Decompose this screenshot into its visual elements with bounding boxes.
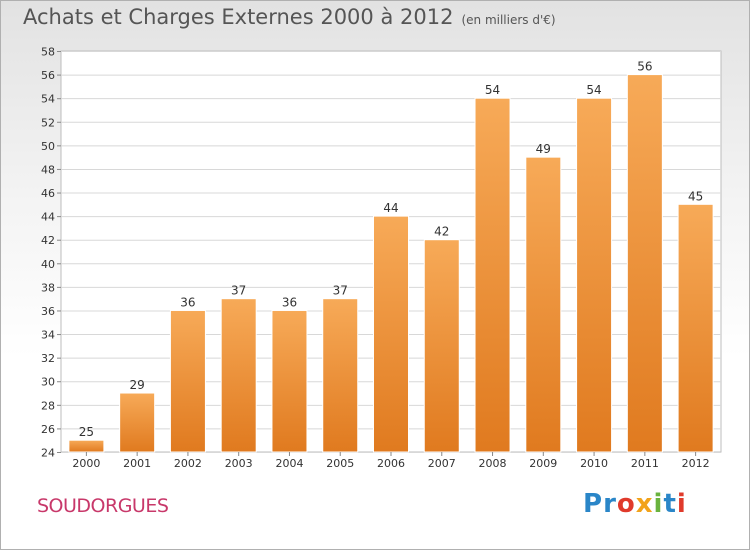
data-label: 36	[282, 295, 297, 309]
x-tick-label: 2001	[123, 457, 151, 470]
logo-letter: i	[653, 489, 664, 519]
data-label: 56	[637, 60, 652, 74]
y-tick-label: 58	[41, 46, 55, 59]
data-label: 36	[180, 295, 195, 309]
y-tick-label: 32	[41, 352, 55, 365]
x-tick-label: 2005	[326, 457, 354, 470]
logo-letter: P	[583, 489, 604, 519]
data-label: 25	[79, 425, 94, 439]
x-tick-label: 2012	[682, 457, 710, 470]
y-tick-label: 48	[41, 163, 55, 176]
y-tick-label: 44	[41, 211, 55, 224]
x-tick-label: 2010	[580, 457, 608, 470]
bar	[68, 439, 105, 453]
bar	[677, 203, 714, 453]
chart-subtitle: (en milliers d'€)	[461, 13, 556, 27]
x-tick-label: 2011	[631, 457, 659, 470]
x-tick-label: 2006	[377, 457, 405, 470]
data-label: 37	[231, 284, 246, 298]
chart-title: Achats et Charges Externes 2000 à 2012 (e…	[23, 5, 556, 29]
x-tick-label: 2004	[275, 457, 303, 470]
bar	[525, 156, 562, 453]
bar	[423, 239, 460, 453]
bar	[119, 392, 156, 453]
y-tick-label: 26	[41, 423, 55, 436]
data-label: 54	[485, 83, 500, 97]
logo-letter: i	[676, 489, 687, 519]
chart-title-text: Achats et Charges Externes 2000 à 2012	[23, 5, 454, 29]
y-tick-label: 42	[41, 234, 55, 247]
y-tick-label: 24	[41, 447, 55, 460]
y-tick-label: 30	[41, 376, 55, 389]
y-tick-label: 52	[41, 116, 55, 129]
bar	[322, 298, 359, 453]
bar	[576, 97, 613, 453]
x-tick-label: 2000	[72, 457, 100, 470]
logo-letter: o	[616, 489, 636, 519]
bar	[373, 215, 409, 453]
y-tick-label: 56	[41, 69, 55, 82]
data-label: 54	[586, 83, 601, 97]
data-label: 29	[130, 378, 145, 392]
town-name: SOUDORGUES	[37, 495, 169, 517]
y-tick-label: 40	[41, 258, 55, 271]
x-tick-label: 2002	[174, 457, 202, 470]
bar	[626, 74, 663, 453]
bar	[271, 309, 308, 453]
data-label: 37	[333, 284, 348, 298]
bar	[474, 97, 511, 453]
bar	[220, 298, 257, 453]
x-tick-label: 2009	[529, 457, 557, 470]
y-tick-label: 50	[41, 140, 55, 153]
y-tick-label: 54	[41, 93, 55, 106]
data-label: 42	[434, 225, 449, 239]
x-tick-label: 2007	[428, 457, 456, 470]
data-label: 44	[383, 201, 398, 215]
data-label: 49	[536, 142, 551, 156]
y-tick-label: 38	[41, 281, 55, 294]
y-tick-label: 36	[41, 305, 55, 318]
logo-letter: x	[635, 489, 654, 519]
y-tick-label: 46	[41, 187, 55, 200]
x-tick-label: 2008	[479, 457, 507, 470]
y-tick-label: 34	[41, 329, 55, 342]
proxiti-logo: Proxiti	[583, 489, 687, 519]
y-tick-label: 28	[41, 399, 55, 412]
bar	[169, 309, 206, 453]
logo-letter: r	[603, 489, 617, 519]
x-tick-label: 2003	[225, 457, 253, 470]
data-label: 45	[688, 189, 703, 203]
logo-letter: t	[663, 489, 677, 519]
